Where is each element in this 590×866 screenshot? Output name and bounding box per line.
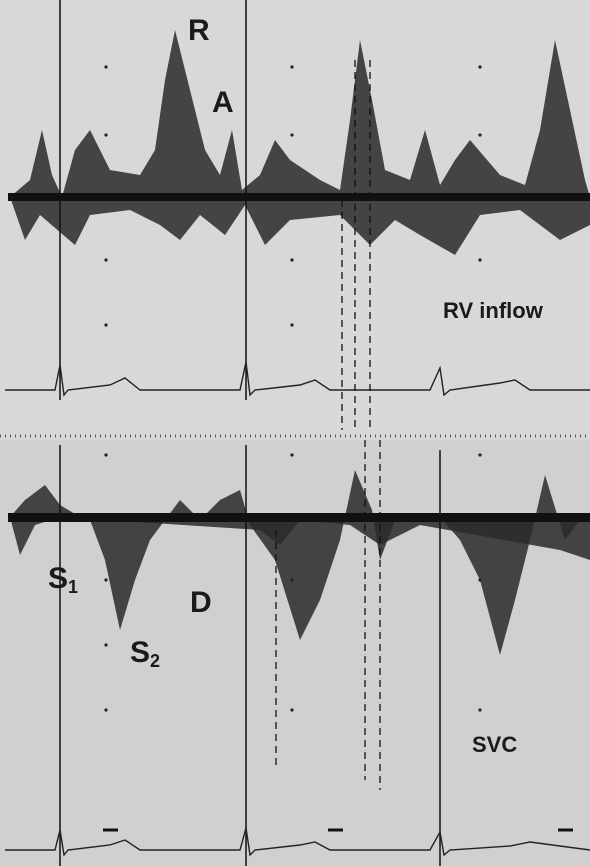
label-s1-sub: 1 xyxy=(68,577,78,597)
ecg-trace xyxy=(5,827,590,857)
rv-inflow-trace xyxy=(10,30,590,255)
baseline xyxy=(8,513,590,522)
label-s1: S1 xyxy=(48,562,78,597)
label-s1-main: S xyxy=(48,562,68,595)
label-s2: S2 xyxy=(130,636,160,671)
label-rv-inflow: RV inflow xyxy=(443,298,544,323)
ecg-trace xyxy=(5,361,590,397)
svc-trace xyxy=(10,470,590,655)
label-r: R xyxy=(188,14,210,47)
lower-panel xyxy=(0,440,590,866)
label-s2-sub: 2 xyxy=(150,651,160,671)
label-d: D xyxy=(190,586,212,619)
calibration-dots xyxy=(104,65,482,712)
label-svc: SVC xyxy=(472,732,517,757)
label-s2-main: S xyxy=(130,636,150,669)
label-a: A xyxy=(212,86,234,119)
baseline xyxy=(8,193,590,201)
